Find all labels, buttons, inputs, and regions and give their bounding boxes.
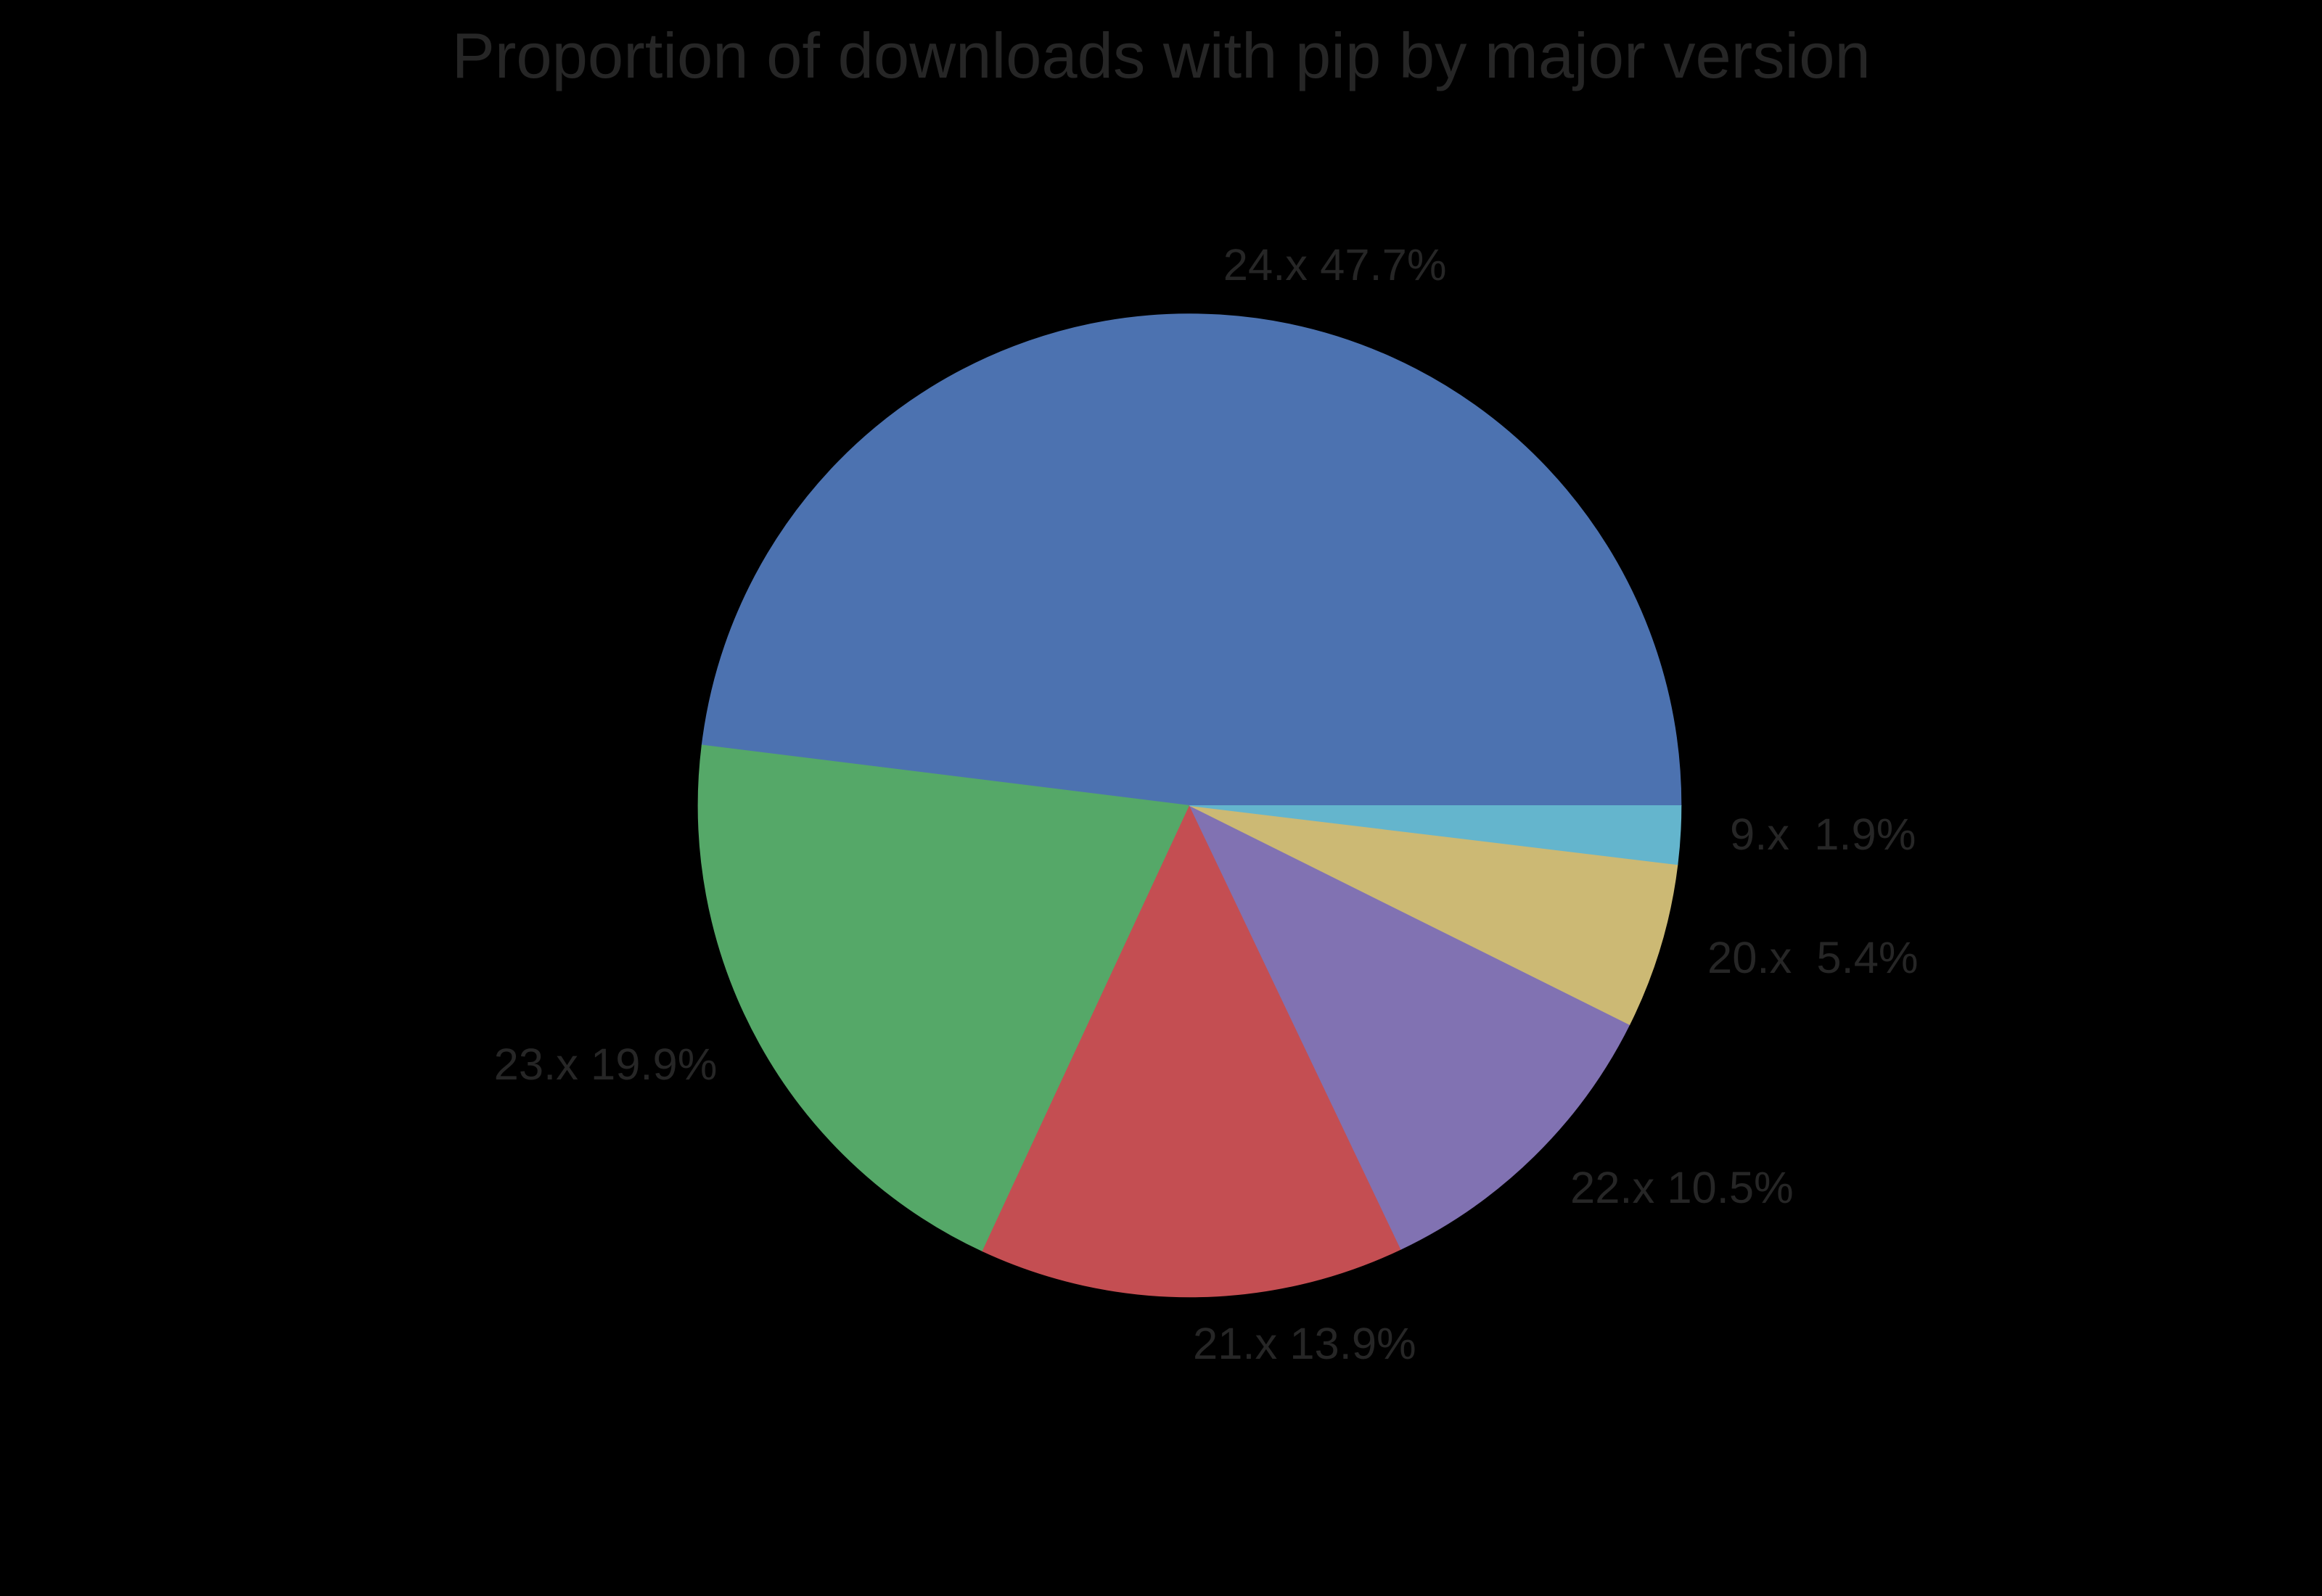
svg-text:Proportion of downloads with p: Proportion of downloads with pip by majo… bbox=[452, 20, 1871, 91]
svg-text:24.x 47.7%: 24.x 47.7% bbox=[1223, 240, 1447, 290]
svg-text:22.x 10.5%: 22.x 10.5% bbox=[1570, 1163, 1794, 1213]
svg-text:20.x 5.4%: 20.x 5.4% bbox=[1707, 933, 1919, 983]
svg-text:21.x 13.9%: 21.x 13.9% bbox=[1193, 1319, 1416, 1369]
svg-text:9.x 1.9%: 9.x 1.9% bbox=[1730, 810, 1916, 860]
svg-text:23.x 19.9%: 23.x 19.9% bbox=[494, 1040, 718, 1090]
